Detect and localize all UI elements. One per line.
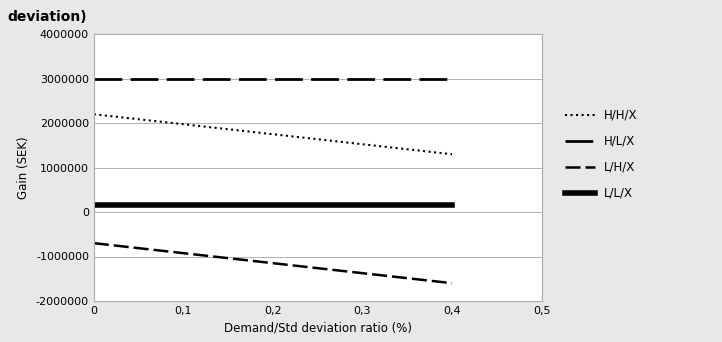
H/H/X <box>156 120 165 124</box>
H/L/X <box>430 77 438 81</box>
L/L/X <box>430 203 438 207</box>
H/H/X <box>417 149 426 153</box>
L/H/X <box>111 244 120 248</box>
H/H/X <box>430 150 438 154</box>
H/L/X <box>111 77 120 81</box>
L/H/X <box>90 241 98 245</box>
H/L/X <box>448 77 456 81</box>
H/L/X <box>90 77 98 81</box>
H/H/X <box>90 112 98 116</box>
L/L/X <box>185 203 193 207</box>
L/H/X <box>430 279 438 283</box>
L/H/X <box>185 252 193 256</box>
Y-axis label: Gain (SEK): Gain (SEK) <box>17 136 30 199</box>
H/L/X <box>156 77 165 81</box>
H/L/X <box>185 77 193 81</box>
L/H/X <box>448 281 456 285</box>
Line: L/H/X: L/H/X <box>94 243 452 283</box>
L/L/X <box>156 203 165 207</box>
L/H/X <box>104 243 113 247</box>
L/H/X <box>417 278 426 282</box>
H/H/X <box>448 152 456 156</box>
L/L/X <box>104 203 113 207</box>
Line: H/H/X: H/H/X <box>94 114 452 154</box>
H/H/X <box>111 115 120 119</box>
X-axis label: Demand/Std deviation ratio (%): Demand/Std deviation ratio (%) <box>224 321 412 334</box>
H/L/X <box>104 77 113 81</box>
Legend: H/H/X, H/L/X, L/H/X, L/L/X: H/H/X, H/L/X, L/H/X, L/L/X <box>565 109 638 200</box>
Text: deviation): deviation) <box>7 10 87 24</box>
L/L/X <box>448 203 456 207</box>
L/L/X <box>417 203 426 207</box>
H/H/X <box>185 123 193 127</box>
H/H/X <box>104 114 113 118</box>
H/L/X <box>417 77 426 81</box>
L/L/X <box>111 203 120 207</box>
L/H/X <box>156 249 165 253</box>
L/L/X <box>90 203 98 207</box>
